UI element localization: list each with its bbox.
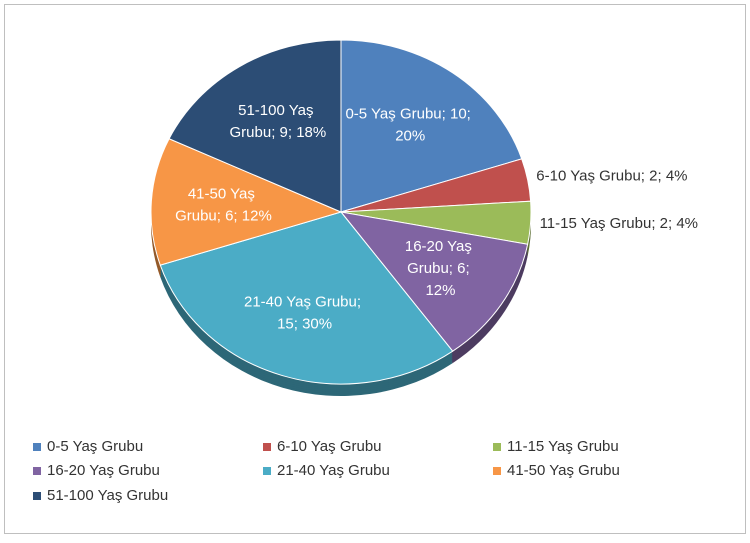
data-label-line: Grubu; 6;	[407, 260, 474, 277]
data-label-line: 15; 30%	[277, 315, 332, 332]
data-label-line: 16-20 Yaş	[405, 238, 476, 255]
data-label-line: 21-40 Yaş Grubu;	[244, 293, 365, 310]
legend-label: 16-20 Yaş Grubu	[47, 462, 160, 479]
data-label-line: 41-50 Yaş	[188, 185, 259, 202]
legend-label: 51-100 Yaş Grubu	[47, 487, 168, 504]
legend-marker	[33, 492, 41, 500]
legend-marker	[33, 443, 41, 451]
data-label-line: 12%	[425, 282, 455, 299]
legend-marker	[493, 467, 501, 475]
slice	[168, 39, 342, 213]
data-label: 21-40 Yaş Grubu; 15; 30%	[244, 293, 365, 332]
legend-marker	[33, 467, 41, 475]
legend-marker	[263, 467, 271, 475]
data-label-line: Grubu; 9; 18%	[230, 124, 327, 141]
data-label: 16-20 Yaş Grubu; 6; 12%	[405, 238, 476, 299]
data-label-line: 20%	[395, 128, 425, 145]
slice	[150, 138, 343, 266]
data-label-line: 6-10 Yaş Grubu; 2; 4%	[536, 168, 687, 185]
data-label: 51-100 Yaş Grubu; 9; 18%	[230, 102, 327, 141]
data-label-line: 11-15 Yaş Grubu; 2; 4%	[540, 215, 698, 232]
slice	[159, 211, 454, 385]
data-label: 11-15 Yaş Grubu; 2; 4%	[540, 215, 698, 232]
legend-label: 0-5 Yaş Grubu	[47, 438, 143, 455]
data-label: 41-50 Yaş Grubu; 6; 12%	[175, 185, 272, 224]
data-label: 6-10 Yaş Grubu; 2; 4%	[536, 168, 687, 185]
legend-label: 21-40 Yaş Grubu	[277, 462, 390, 479]
data-label-line: 51-100 Yaş	[238, 102, 318, 119]
slice	[339, 211, 529, 352]
legend-marker	[493, 443, 501, 451]
data-label-line: 0-5 Yaş Grubu; 10;	[345, 106, 475, 123]
data-label-line: Grubu; 6; 12%	[175, 207, 272, 224]
slice	[340, 39, 523, 213]
legend-marker	[263, 443, 271, 451]
legend-label: 41-50 Yaş Grubu	[507, 462, 620, 479]
data-label: 0-5 Yaş Grubu; 10; 20%	[345, 106, 475, 145]
legend-label: 6-10 Yaş Grubu	[277, 438, 382, 455]
legend-label: 11-15 Yaş Grubu	[507, 438, 619, 455]
